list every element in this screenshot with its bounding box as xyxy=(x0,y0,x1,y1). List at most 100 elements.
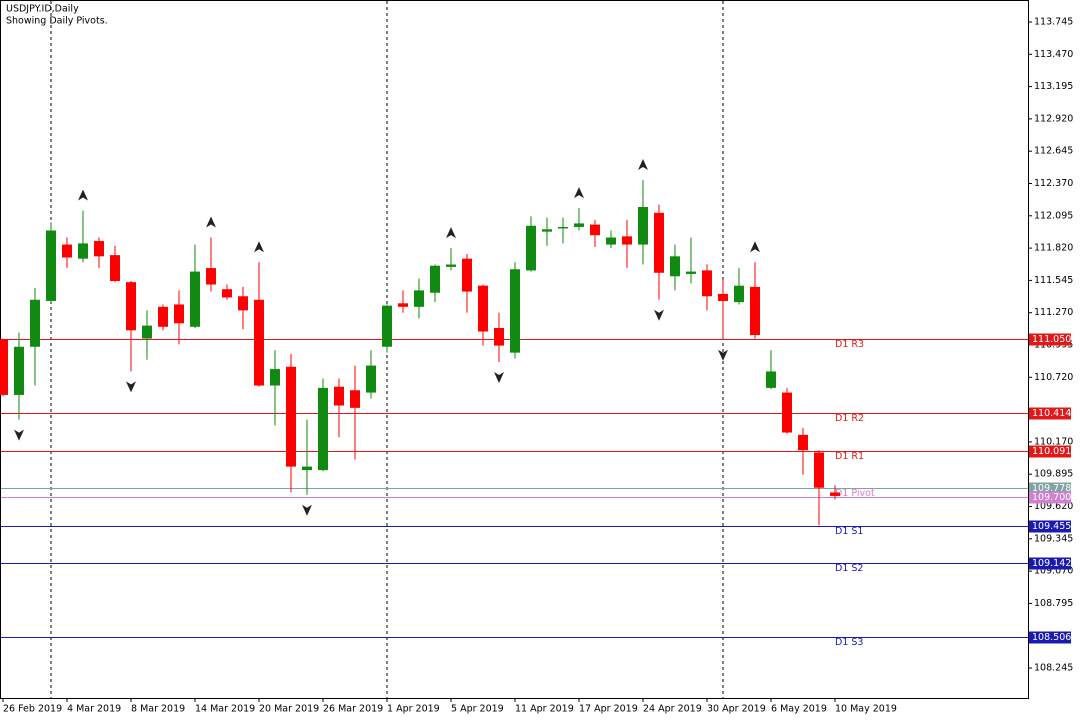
candle-body xyxy=(0,339,8,395)
candle-body xyxy=(142,325,152,339)
pivot-level-label: 109.142 xyxy=(1032,558,1071,569)
y-tick-label: 110.720 xyxy=(1034,372,1073,383)
candle-body xyxy=(830,492,840,496)
candle-body xyxy=(270,369,280,386)
candle-body xyxy=(814,452,824,488)
y-tick-label: 113.470 xyxy=(1034,49,1073,60)
fractal-down xyxy=(126,381,136,393)
y-tick-label: 112.920 xyxy=(1034,113,1073,124)
candle-body xyxy=(526,225,536,271)
candle-body xyxy=(78,243,88,259)
candle-body xyxy=(62,244,72,258)
candle-body xyxy=(30,299,40,347)
y-tick-label: 111.820 xyxy=(1034,243,1073,254)
x-tick-label: 5 Apr 2019 xyxy=(451,704,504,715)
candle-body xyxy=(574,223,584,227)
candle-body xyxy=(734,285,744,303)
candle-body xyxy=(670,256,680,277)
x-tick-label: 17 Apr 2019 xyxy=(579,704,638,715)
fractal-up xyxy=(206,216,216,228)
candle-body xyxy=(174,304,184,324)
candle-body xyxy=(702,270,712,297)
x-tick-label: 1 Apr 2019 xyxy=(387,704,440,715)
y-tick-label: 112.095 xyxy=(1034,210,1073,221)
pivot-level-box xyxy=(1029,557,1071,570)
candle-body xyxy=(430,265,440,293)
pivot-level-label: 109.455 xyxy=(1032,521,1071,532)
y-tick-label: 113.745 xyxy=(1034,16,1073,27)
candle-body xyxy=(254,299,264,386)
pivot-level-name: D1 R1 xyxy=(835,451,864,462)
candle-body xyxy=(654,212,664,273)
x-tick-label: 8 Mar 2019 xyxy=(131,704,185,715)
candle-body xyxy=(558,226,568,229)
pivot-level-label: 110.091 xyxy=(1032,446,1071,457)
fractal-up xyxy=(638,158,648,170)
y-tick-label: 108.795 xyxy=(1034,598,1073,609)
candle-body xyxy=(46,230,56,301)
y-tick-label: 111.545 xyxy=(1034,275,1073,286)
fractal-down xyxy=(718,349,728,361)
x-tick-label: 26 Feb 2019 xyxy=(3,704,62,715)
candle-body xyxy=(318,387,328,471)
y-tick-label: 109.895 xyxy=(1034,469,1073,480)
fractal-down xyxy=(654,309,664,321)
pivot-level-name: D1 S2 xyxy=(835,563,863,574)
candle-body xyxy=(110,255,120,281)
y-tick-label: 108.245 xyxy=(1034,663,1073,674)
x-tick-label: 24 Apr 2019 xyxy=(643,704,702,715)
x-tick-label: 14 Mar 2019 xyxy=(195,704,255,715)
pivot-level-label: 111.050 xyxy=(1032,334,1071,345)
pivot-level-name: D1 R2 xyxy=(835,413,864,424)
pivot-level-name: D1 S1 xyxy=(835,526,863,537)
candle-body xyxy=(542,229,552,232)
chart-title: USDJPY.ID,Daily xyxy=(6,4,79,15)
y-tick-label: 109.070 xyxy=(1034,566,1073,577)
candle-body xyxy=(510,269,520,353)
x-tick-label: 6 May 2019 xyxy=(771,704,827,715)
candle-body xyxy=(190,271,200,327)
candle-body xyxy=(606,237,616,245)
candle-body xyxy=(286,366,296,467)
fractal-down xyxy=(494,372,504,384)
pivot-level-box xyxy=(1029,407,1071,420)
candle-body xyxy=(14,346,24,395)
candle-body xyxy=(462,258,472,292)
pivot-level-name: D1 S3 xyxy=(835,637,863,648)
pivot-level-box xyxy=(1029,631,1071,644)
y-tick-label: 109.345 xyxy=(1034,533,1073,544)
x-tick-label: 10 May 2019 xyxy=(835,704,897,715)
fractal-up xyxy=(574,187,584,199)
candle-body xyxy=(158,306,168,327)
candle-body xyxy=(414,290,424,307)
candle-body xyxy=(398,303,408,307)
x-tick-label: 11 Apr 2019 xyxy=(515,704,574,715)
candle-body xyxy=(238,296,248,311)
pivot-level-box xyxy=(1029,491,1071,504)
y-tick-label: 113.195 xyxy=(1034,81,1073,92)
candle-body xyxy=(782,392,792,433)
candle-body xyxy=(126,282,136,331)
x-tick-label: 4 Mar 2019 xyxy=(67,704,121,715)
fractal-down xyxy=(14,429,24,441)
candle-body xyxy=(798,434,808,451)
candle-body xyxy=(590,224,600,236)
fractal-up xyxy=(78,189,88,201)
pivot-level-label: 108.506 xyxy=(1032,632,1071,643)
candle-body xyxy=(622,236,632,245)
chart-subtitle: Showing Daily Pivots. xyxy=(6,16,108,27)
candle-body xyxy=(446,264,456,267)
y-tick-label: 109.620 xyxy=(1034,501,1073,512)
fractal-up xyxy=(750,241,760,253)
candle-body xyxy=(686,271,696,274)
y-tick-label: 112.645 xyxy=(1034,146,1073,157)
candle-body xyxy=(334,386,344,406)
candle-body xyxy=(478,285,488,332)
x-tick-label: 20 Mar 2019 xyxy=(259,704,319,715)
y-tick-label: 111.270 xyxy=(1034,307,1073,318)
candle-body xyxy=(494,327,504,346)
candle-body xyxy=(206,268,216,285)
y-tick-label: 112.370 xyxy=(1034,178,1073,189)
candle-body xyxy=(302,466,312,471)
pivot-level-box xyxy=(1029,520,1071,533)
